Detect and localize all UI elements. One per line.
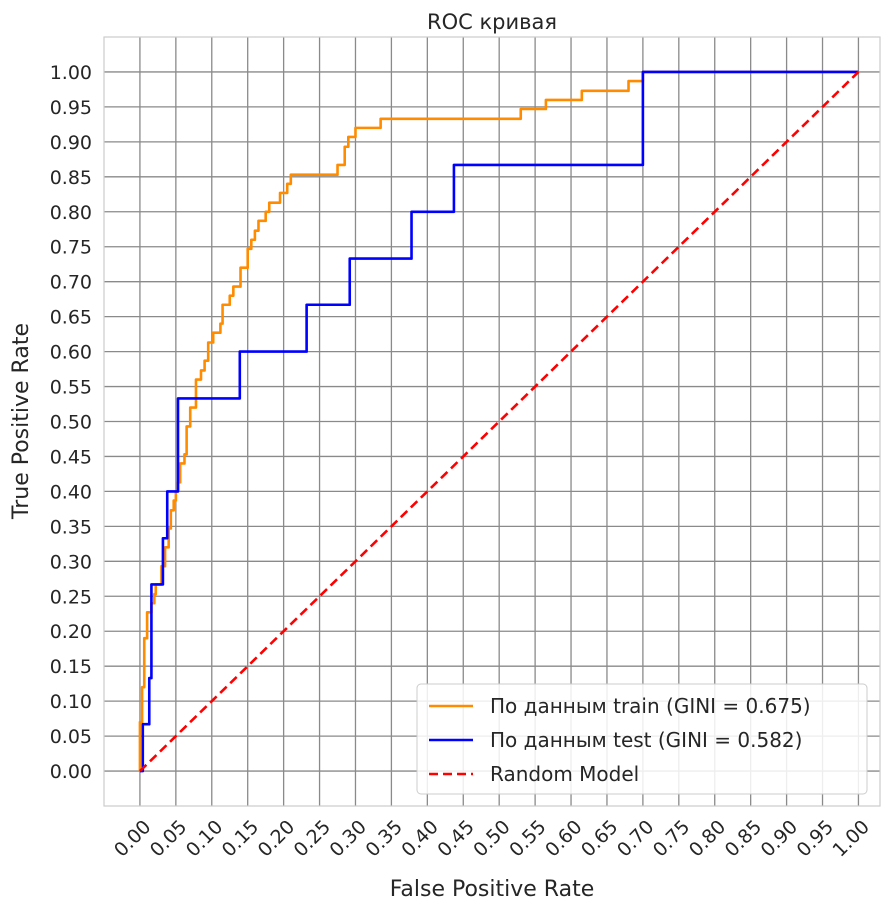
x-tick-label: 0.55 bbox=[505, 816, 550, 861]
y-tick-label: 0.15 bbox=[50, 656, 92, 678]
x-tick-label: 0.15 bbox=[218, 816, 263, 861]
y-tick-label: 0.35 bbox=[50, 516, 92, 538]
x-tick-label: 0.90 bbox=[757, 816, 802, 861]
x-tick-label: 0.20 bbox=[254, 816, 299, 861]
y-tick-label: 0.40 bbox=[50, 481, 92, 503]
legend: По данным train (GINI = 0.675) По данным … bbox=[416, 683, 868, 795]
x-tick-label: 0.35 bbox=[361, 816, 406, 861]
y-axis-label: True Positive Rate bbox=[9, 323, 34, 520]
y-tick-label: 0.20 bbox=[50, 621, 92, 643]
x-axis-label: False Positive Rate bbox=[390, 877, 594, 902]
x-tick-label: 0.60 bbox=[541, 816, 586, 861]
x-tick-label: 0.25 bbox=[290, 816, 335, 861]
y-tick-labels: 0.00 0.05 0.10 0.15 0.20 0.25 0.30 0.35 0.40 0.45… bbox=[50, 62, 92, 783]
y-tick-label: 0.90 bbox=[50, 132, 92, 154]
x-tick-label: 0.40 bbox=[397, 816, 442, 861]
legend-item-train: По данным train (GINI = 0.675) bbox=[490, 694, 811, 718]
x-tick-label: 0.75 bbox=[649, 816, 694, 861]
series-layer bbox=[138, 70, 860, 773]
legend-box bbox=[416, 683, 868, 795]
x-tick-label: 0.65 bbox=[577, 816, 622, 861]
x-tick-label: 0.10 bbox=[182, 816, 227, 861]
y-tick-label: 1.00 bbox=[50, 62, 92, 84]
x-tick-label: 1.00 bbox=[829, 816, 874, 861]
y-tick-label: 0.75 bbox=[50, 237, 92, 259]
chart-title: ROC кривая bbox=[427, 10, 557, 34]
y-tick-label: 0.45 bbox=[50, 446, 92, 468]
x-tick-label: 0.95 bbox=[793, 816, 838, 861]
legend-item-test: По данным test (GINI = 0.582) bbox=[490, 728, 802, 752]
y-tick-label: 0.85 bbox=[50, 167, 92, 189]
y-tick-label: 0.65 bbox=[50, 307, 92, 329]
x-tick-label: 0.00 bbox=[110, 816, 155, 861]
y-tick-label: 0.10 bbox=[50, 691, 92, 713]
x-tick-label: 0.70 bbox=[613, 816, 658, 861]
x-tick-label: 0.80 bbox=[685, 816, 730, 861]
x-tick-label: 0.45 bbox=[433, 816, 478, 861]
y-tick-label: 0.50 bbox=[50, 412, 92, 434]
x-tick-label: 0.30 bbox=[326, 816, 371, 861]
y-tick-label: 0.25 bbox=[50, 586, 92, 608]
x-tick-labels: 0.000.050.100.150.200.250.300.350.400.45… bbox=[110, 816, 874, 861]
y-tick-label: 0.80 bbox=[50, 202, 92, 224]
x-tick-label: 0.05 bbox=[146, 816, 191, 861]
y-tick-label: 0.00 bbox=[50, 761, 92, 783]
y-tick-label: 0.60 bbox=[50, 342, 92, 364]
plot-frame bbox=[103, 36, 881, 807]
x-tick-label: 0.50 bbox=[469, 816, 514, 861]
x-tick-label: 0.85 bbox=[721, 816, 766, 861]
test-roc-line bbox=[139, 70, 859, 773]
legend-item-random: Random Model bbox=[490, 762, 639, 786]
y-tick-label: 0.70 bbox=[50, 272, 92, 294]
y-tick-label: 0.30 bbox=[50, 551, 92, 573]
y-tick-label: 0.55 bbox=[50, 377, 92, 399]
y-tick-label: 0.95 bbox=[50, 97, 92, 119]
y-tick-label: 0.05 bbox=[50, 726, 92, 748]
